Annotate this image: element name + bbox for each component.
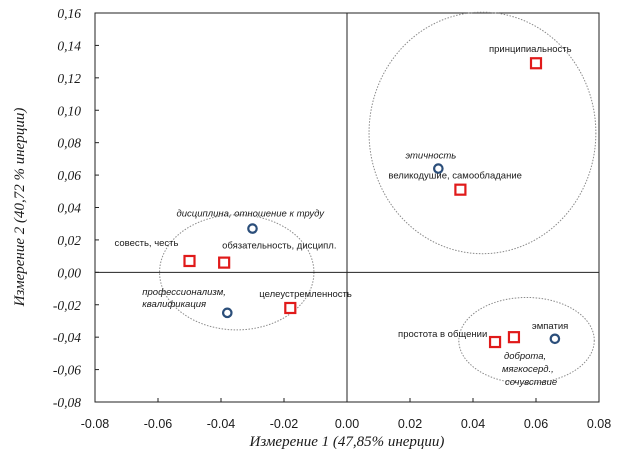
y-tick-label: 0,08 bbox=[57, 136, 81, 151]
point-label-line: квалификация bbox=[142, 299, 206, 310]
point-label: эмпатия bbox=[532, 321, 568, 332]
data-points bbox=[183, 57, 561, 349]
point-square-3 bbox=[183, 254, 196, 268]
point-label-line: мягкосерд., bbox=[502, 364, 554, 375]
y-tick-label: -0,04 bbox=[53, 330, 81, 345]
point-label: принципиальность bbox=[489, 44, 572, 55]
x-tick-label: 0.02 bbox=[398, 417, 422, 431]
x-tick-label: -0.06 bbox=[144, 417, 173, 431]
point-square-1 bbox=[529, 57, 543, 70]
y-tick-label: -0,06 bbox=[53, 363, 81, 378]
point-label: профессионализм, квалификация bbox=[142, 287, 226, 310]
point-square-7 bbox=[507, 331, 521, 344]
axis-ticks: -0.08 -0.06 -0.04 -0.02 0.00 0.02 0.04 0.06 0.08… bbox=[53, 6, 611, 431]
point-label: простота в общении bbox=[398, 329, 487, 340]
point-label: совесть, честь bbox=[115, 238, 179, 249]
y-tick-label: 0,14 bbox=[57, 38, 81, 53]
y-tick-label: 0,12 bbox=[57, 71, 81, 86]
y-tick-label: 0,00 bbox=[57, 265, 81, 280]
point-label-line: простота в общении bbox=[398, 329, 487, 340]
point-label: этичность bbox=[405, 151, 456, 162]
x-tick-label: 0.00 bbox=[335, 417, 359, 431]
point-label-line: доброта, bbox=[504, 351, 546, 362]
point-label: дисциплина, отношение к труду bbox=[177, 209, 326, 220]
y-tick-label: 0,16 bbox=[57, 6, 81, 21]
point-label-line: дисциплина, отношение к труду bbox=[177, 209, 326, 220]
point-square-2 bbox=[454, 183, 467, 196]
point-circle-4 bbox=[549, 333, 561, 345]
y-tick-label: 0,06 bbox=[57, 168, 81, 183]
x-tick-label: 0.06 bbox=[524, 417, 548, 431]
point-label-line: сочувствие bbox=[505, 377, 557, 388]
y-tick-label: 0,04 bbox=[57, 201, 81, 216]
point-label-line: эмпатия bbox=[532, 321, 568, 332]
x-tick-label: -0.08 bbox=[81, 417, 110, 431]
point-label: доброта, мягкосерд., сочувствие bbox=[502, 351, 557, 388]
y-tick-label: 0,10 bbox=[57, 103, 81, 118]
y-tick-label: -0,08 bbox=[53, 395, 81, 410]
point-label-line: принципиальность bbox=[489, 44, 572, 55]
x-tick-label: 0.04 bbox=[461, 417, 485, 431]
x-tick-label: -0.04 bbox=[207, 417, 236, 431]
y-tick-label: 0,02 bbox=[57, 233, 81, 248]
point-labels: дисциплина, отношение к труду профессиона… bbox=[115, 44, 572, 388]
point-square-4 bbox=[218, 256, 231, 269]
point-label-line: целеустремленность bbox=[259, 289, 352, 300]
point-square-5 bbox=[284, 301, 297, 315]
point-circle-2 bbox=[222, 307, 233, 319]
cluster-ellipse-3 bbox=[458, 296, 595, 384]
point-label-line: совесть, честь bbox=[115, 238, 179, 249]
point-label-line: этичность bbox=[405, 151, 456, 162]
y-axis-title: Измерение 2 (40,72 % инерции) bbox=[12, 108, 28, 308]
point-label: целеустремленность bbox=[259, 289, 352, 300]
point-label: обязательность, дисципл. bbox=[222, 241, 336, 252]
point-square-6 bbox=[488, 335, 502, 349]
point-label-line: профессионализм, bbox=[142, 287, 226, 298]
point-label: великодушие, самообладание bbox=[388, 171, 522, 182]
point-label-line: великодушие, самообладание bbox=[388, 171, 522, 182]
point-circle-1 bbox=[247, 223, 258, 234]
x-tick-label: 0.08 bbox=[587, 417, 611, 431]
x-axis-title: Измерение 1 (47,85% инерции) bbox=[249, 434, 445, 450]
point-label-line: обязательность, дисципл. bbox=[222, 241, 336, 252]
point-circle-3 bbox=[433, 163, 444, 174]
cluster-ellipse-2 bbox=[368, 11, 597, 255]
x-tick-label: -0.02 bbox=[270, 417, 299, 431]
y-tick-label: -0,02 bbox=[53, 298, 81, 313]
